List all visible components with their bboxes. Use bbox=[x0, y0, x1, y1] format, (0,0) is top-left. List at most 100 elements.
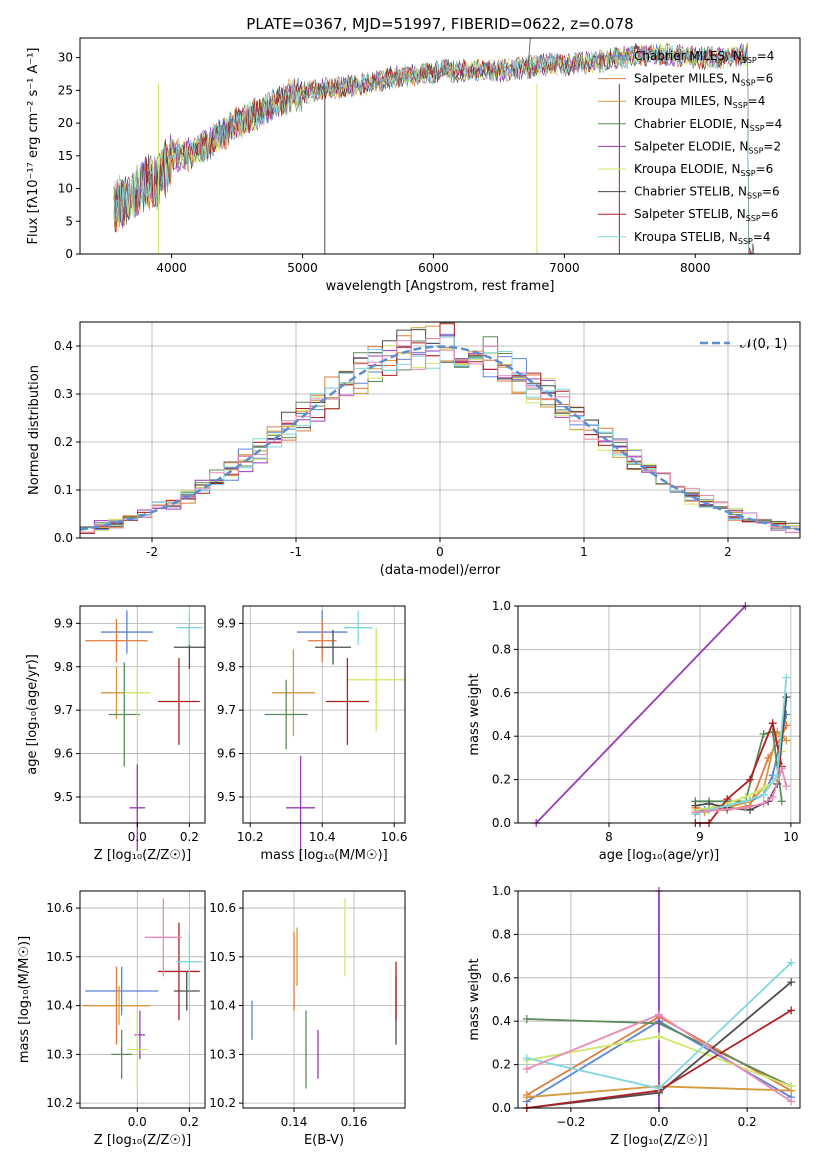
series-marker bbox=[759, 790, 768, 799]
y-tick-label: 0.2 bbox=[492, 773, 511, 787]
y-tick-label: 0.0 bbox=[492, 1101, 511, 1115]
y-tick-label: 30 bbox=[58, 51, 73, 65]
x-tick-label: 1 bbox=[580, 545, 588, 559]
series-marker bbox=[777, 764, 786, 773]
x-tick-label: 10 bbox=[783, 830, 798, 844]
y-tick-label: 0.6 bbox=[492, 686, 511, 700]
legend-label: Kroupa ELODIE, NSSP=6 bbox=[634, 162, 773, 178]
legend-label: Chabrier ELODIE, NSSP=4 bbox=[634, 117, 782, 133]
x-tick-label: 2 bbox=[724, 545, 732, 559]
y-tick-label: 1.0 bbox=[492, 599, 511, 613]
y-tick-label: 0 bbox=[65, 247, 73, 261]
spectrum-line bbox=[113, 44, 755, 255]
y-tick-label: 10 bbox=[58, 182, 73, 196]
axes-frame bbox=[79, 37, 801, 255]
series-line bbox=[535, 605, 747, 824]
x-tick-label: 0.0 bbox=[128, 830, 147, 844]
y-tick-label: 9.8 bbox=[54, 660, 73, 674]
y-tick-label: 0.0 bbox=[54, 531, 73, 545]
axes-frame bbox=[242, 605, 406, 824]
axes-age_vs_Z: 0.0 0.2 9.5 9.6 9.7 9.8 9.9 Z [log₁₀(Z/Z☉)] age … bbox=[25, 605, 206, 863]
y-tick-label: 10.6 bbox=[209, 901, 236, 915]
legend-label: Chabrier STELIB, NSSP=6 bbox=[634, 185, 780, 201]
series-marker bbox=[759, 730, 768, 739]
series-marker bbox=[723, 801, 732, 810]
x-tick-label: 0.0 bbox=[128, 1115, 147, 1129]
axes-frame bbox=[79, 605, 206, 824]
x-tick-label: 9 bbox=[696, 830, 704, 844]
series-marker bbox=[522, 1015, 531, 1024]
series-marker bbox=[787, 1097, 796, 1106]
x-axis-label: wavelength [Angstrom, rest frame] bbox=[326, 279, 555, 294]
x-axis-label: mass [log₁₀(M/M☉)] bbox=[260, 848, 387, 863]
series-marker bbox=[768, 792, 777, 801]
x-tick-label: -2 bbox=[146, 545, 158, 559]
series-marker bbox=[655, 1010, 663, 1019]
x-tick-label: 0 bbox=[436, 545, 444, 559]
y-tick-label: 10.2 bbox=[209, 1096, 236, 1110]
y-tick-label: 9.8 bbox=[217, 660, 236, 674]
x-tick-label: −0.2 bbox=[556, 1115, 585, 1129]
y-axis-label: Flux [fλ10⁻¹⁷ erg cm⁻² s⁻¹ A⁻¹] bbox=[26, 48, 41, 245]
histogram-series bbox=[80, 336, 800, 533]
y-tick-label: 9.5 bbox=[54, 790, 73, 804]
x-axis-label: Z [log₁₀(Z/Z☉)] bbox=[94, 1133, 191, 1148]
series-marker bbox=[655, 1032, 663, 1041]
series-marker bbox=[782, 736, 791, 745]
series-marker bbox=[787, 978, 796, 987]
series-marker bbox=[522, 1064, 531, 1073]
x-tick-label: 5000 bbox=[287, 261, 318, 275]
x-axis-label: E(B-V) bbox=[304, 1133, 344, 1148]
series-marker bbox=[745, 775, 754, 784]
y-tick-label: 0.8 bbox=[492, 642, 511, 656]
x-axis-label: age [log₁₀(age/yr)] bbox=[599, 848, 720, 863]
y-tick-label: 10.5 bbox=[209, 950, 236, 964]
legend-label: Kroupa MILES, NSSP=4 bbox=[634, 94, 765, 110]
y-tick-label: 10.5 bbox=[46, 950, 73, 964]
axes-mass_weight_vs_age: 8 9 10 0.0 0.2 0.4 0.6 0.8 1.0 age [log₁₀(age/yr)… bbox=[467, 599, 801, 863]
normal-curve bbox=[79, 345, 801, 531]
x-tick-label: 7000 bbox=[549, 261, 580, 275]
x-tick-label: 10.4 bbox=[309, 830, 336, 844]
x-tick-label: 0.14 bbox=[281, 1115, 308, 1129]
y-tick-label: 10.4 bbox=[46, 999, 73, 1013]
x-tick-label: 8 bbox=[605, 830, 613, 844]
legend: Chabrier MILES, NSSP=4 Salpeter MILES, NS… bbox=[598, 49, 782, 246]
x-tick-label: 0.16 bbox=[341, 1115, 368, 1129]
y-tick-label: 5 bbox=[65, 214, 73, 228]
axes-frame bbox=[517, 605, 801, 824]
legend-label: Kroupa STELIB, NSSP=4 bbox=[634, 230, 771, 246]
y-tick-label: 0.4 bbox=[492, 1014, 511, 1028]
y-tick-label: 0.6 bbox=[492, 971, 511, 985]
y-tick-label: 10.6 bbox=[46, 901, 73, 915]
legend-label: Salpeter ELODIE, NSSP=2 bbox=[634, 139, 781, 155]
y-tick-label: 9.6 bbox=[54, 747, 73, 761]
axes-frame bbox=[242, 890, 406, 1109]
series-marker bbox=[655, 1084, 663, 1093]
y-tick-label: 10.2 bbox=[46, 1096, 73, 1110]
x-tick-label: 4000 bbox=[156, 261, 187, 275]
x-axis-label: Z [log₁₀(Z/Z☉)] bbox=[610, 1133, 707, 1148]
y-axis-label: Normed distribution bbox=[27, 365, 42, 495]
y-tick-label: 25 bbox=[58, 83, 73, 97]
axes-spectrum: Chabrier MILES, NSSP=4 Salpeter MILES, NS… bbox=[26, 37, 801, 294]
figure-title: PLATE=0367, MJD=51997, FIBERID=0622, z=0… bbox=[246, 15, 633, 33]
y-tick-label: 10.3 bbox=[209, 1047, 236, 1061]
y-axis-label: mass weight bbox=[467, 673, 482, 755]
y-tick-label: 9.7 bbox=[217, 703, 236, 717]
axes-age_vs_mass: 10.2 10.4 10.6 9.5 9.6 9.7 9.8 9.9 mass [log₁₀(M… bbox=[217, 605, 408, 863]
x-axis-label: (data-model)/error bbox=[380, 563, 501, 578]
series-marker bbox=[782, 782, 791, 791]
series-marker bbox=[787, 1082, 796, 1091]
histogram-series bbox=[80, 338, 800, 533]
y-tick-label: 0.0 bbox=[492, 816, 511, 830]
series-marker bbox=[787, 1006, 796, 1015]
x-tick-label: 8000 bbox=[680, 261, 711, 275]
series-marker bbox=[787, 958, 796, 967]
y-tick-label: 9.9 bbox=[54, 616, 73, 630]
x-tick-label: 0.2 bbox=[180, 830, 199, 844]
x-tick-label: 10.6 bbox=[381, 830, 408, 844]
x-axis-label: Z [log₁₀(Z/Z☉)] bbox=[94, 848, 191, 863]
x-tick-label: 0.2 bbox=[738, 1115, 757, 1129]
